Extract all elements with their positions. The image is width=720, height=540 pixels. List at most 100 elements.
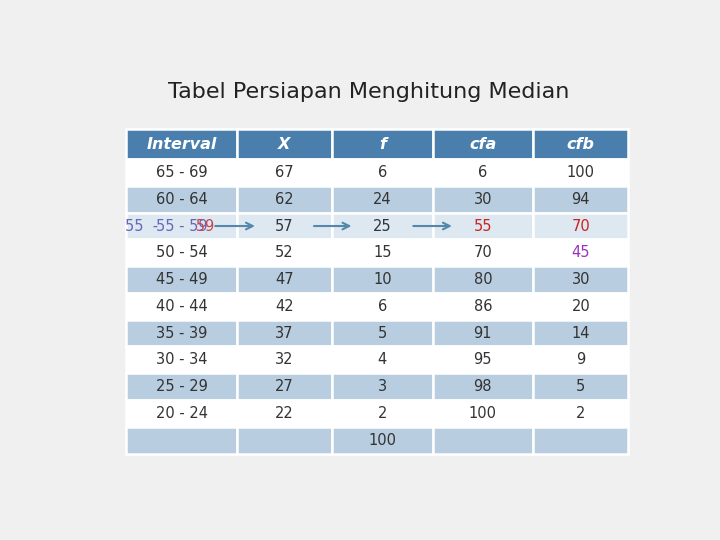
Text: 60 - 64: 60 - 64 bbox=[156, 192, 207, 207]
Text: 86: 86 bbox=[474, 299, 492, 314]
Bar bbox=[237, 129, 332, 159]
Text: 30 - 34: 30 - 34 bbox=[156, 353, 207, 367]
Bar bbox=[433, 427, 533, 454]
Text: 22: 22 bbox=[275, 406, 294, 421]
Bar bbox=[126, 320, 237, 347]
Bar bbox=[533, 373, 629, 400]
Bar bbox=[533, 159, 629, 186]
Text: 20: 20 bbox=[572, 299, 590, 314]
Bar bbox=[126, 129, 237, 159]
Bar bbox=[433, 213, 533, 239]
Bar bbox=[237, 293, 332, 320]
Text: Tabel Persiapan Menghitung Median: Tabel Persiapan Menghitung Median bbox=[168, 82, 570, 102]
Bar bbox=[533, 239, 629, 266]
Bar bbox=[332, 373, 433, 400]
Bar bbox=[533, 266, 629, 293]
Bar bbox=[332, 159, 433, 186]
Bar bbox=[533, 347, 629, 373]
Text: 67: 67 bbox=[275, 165, 294, 180]
Text: 94: 94 bbox=[572, 192, 590, 207]
Bar bbox=[126, 347, 237, 373]
Text: 80: 80 bbox=[474, 272, 492, 287]
Bar bbox=[237, 400, 332, 427]
Text: 6: 6 bbox=[478, 165, 487, 180]
Bar bbox=[533, 293, 629, 320]
Text: 15: 15 bbox=[373, 245, 392, 260]
Bar bbox=[533, 320, 629, 347]
Bar bbox=[332, 427, 433, 454]
Text: 6: 6 bbox=[378, 299, 387, 314]
Bar bbox=[433, 159, 533, 186]
Bar bbox=[237, 266, 332, 293]
Text: 100: 100 bbox=[469, 406, 497, 421]
Text: 25: 25 bbox=[373, 219, 392, 233]
Bar bbox=[433, 129, 533, 159]
Text: 57: 57 bbox=[275, 219, 294, 233]
Text: 45 - 49: 45 - 49 bbox=[156, 272, 207, 287]
Text: 9: 9 bbox=[576, 353, 585, 367]
Bar bbox=[237, 159, 332, 186]
Bar bbox=[126, 239, 237, 266]
Text: 30: 30 bbox=[572, 272, 590, 287]
Text: 14: 14 bbox=[572, 326, 590, 341]
Text: 24: 24 bbox=[373, 192, 392, 207]
Bar bbox=[332, 213, 433, 239]
Text: 32: 32 bbox=[275, 353, 294, 367]
Bar bbox=[126, 213, 237, 239]
Bar bbox=[126, 373, 237, 400]
Bar bbox=[533, 400, 629, 427]
Bar bbox=[433, 373, 533, 400]
Text: 59: 59 bbox=[168, 219, 215, 233]
Bar bbox=[332, 266, 433, 293]
Bar bbox=[126, 427, 237, 454]
Bar bbox=[533, 186, 629, 213]
Text: 2: 2 bbox=[378, 406, 387, 421]
Bar bbox=[237, 213, 332, 239]
Text: 6: 6 bbox=[378, 165, 387, 180]
Bar bbox=[332, 293, 433, 320]
Bar bbox=[533, 129, 629, 159]
Text: 42: 42 bbox=[275, 299, 294, 314]
Text: 52: 52 bbox=[275, 245, 294, 260]
Text: 4: 4 bbox=[378, 353, 387, 367]
Text: 5: 5 bbox=[378, 326, 387, 341]
Bar bbox=[433, 239, 533, 266]
Bar bbox=[332, 239, 433, 266]
Bar bbox=[433, 347, 533, 373]
Bar bbox=[433, 320, 533, 347]
Bar bbox=[126, 293, 237, 320]
Text: 100: 100 bbox=[567, 165, 595, 180]
Text: 5: 5 bbox=[576, 379, 585, 394]
Bar bbox=[332, 129, 433, 159]
Bar bbox=[237, 186, 332, 213]
Bar bbox=[433, 293, 533, 320]
Bar bbox=[237, 320, 332, 347]
Text: 55  -: 55 - bbox=[125, 219, 168, 233]
Text: 95: 95 bbox=[474, 353, 492, 367]
Text: 50 - 54: 50 - 54 bbox=[156, 245, 207, 260]
Text: 55 - 59: 55 - 59 bbox=[156, 219, 207, 233]
Bar bbox=[433, 400, 533, 427]
Bar bbox=[332, 347, 433, 373]
Text: 40 - 44: 40 - 44 bbox=[156, 299, 207, 314]
Text: 47: 47 bbox=[275, 272, 294, 287]
Text: Interval: Interval bbox=[146, 137, 217, 152]
Text: 55: 55 bbox=[474, 219, 492, 233]
Text: 98: 98 bbox=[474, 379, 492, 394]
Bar bbox=[126, 266, 237, 293]
Text: X: X bbox=[278, 137, 291, 152]
Bar bbox=[237, 427, 332, 454]
Text: 2: 2 bbox=[576, 406, 585, 421]
Text: 62: 62 bbox=[275, 192, 294, 207]
Text: 100: 100 bbox=[369, 433, 397, 448]
Text: cfa: cfa bbox=[469, 137, 497, 152]
Text: 25 - 29: 25 - 29 bbox=[156, 379, 207, 394]
Text: 30: 30 bbox=[474, 192, 492, 207]
Bar bbox=[433, 186, 533, 213]
Bar bbox=[126, 400, 237, 427]
Bar bbox=[237, 373, 332, 400]
Bar bbox=[332, 186, 433, 213]
Bar bbox=[533, 427, 629, 454]
Bar bbox=[126, 186, 237, 213]
Bar bbox=[332, 320, 433, 347]
